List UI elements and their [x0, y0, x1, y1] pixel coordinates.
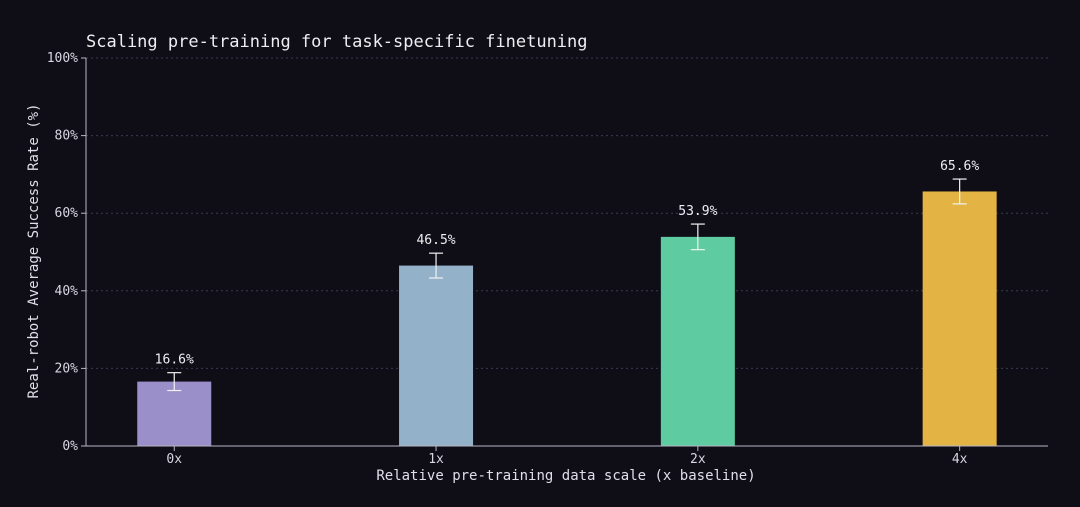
y-tick-label: 40% — [55, 284, 79, 299]
y-axis-label: Real-robot Average Success Rate (%) — [26, 103, 42, 398]
x-tick-label-4x: 4x — [952, 452, 968, 467]
bar-1x — [399, 265, 474, 446]
x-tick-label-0x: 0x — [166, 452, 182, 467]
grid-lines — [86, 57, 1048, 369]
y-tick-label: 20% — [55, 361, 79, 376]
value-label-4x: 65.6% — [940, 159, 979, 174]
x-tick-label-1x: 1x — [428, 452, 444, 467]
bar-2x — [660, 236, 735, 446]
bar-0x — [137, 381, 212, 446]
chart-title: Scaling pre-training for task-specific f… — [86, 32, 588, 52]
value-label-1x: 46.5% — [416, 233, 455, 248]
y-tick-label: 0% — [62, 439, 78, 454]
y-tick-label: 100% — [47, 51, 78, 66]
x-axis-label: Relative pre-training data scale (x base… — [376, 468, 755, 484]
value-label-0x: 16.6% — [155, 353, 194, 368]
y-tick-label: 80% — [55, 129, 79, 144]
value-label-2x: 53.9% — [678, 204, 717, 219]
axes: 0% 20% 40% 60% 80% 100% 0x 1x 2x 4x — [47, 51, 1048, 467]
bar-4x — [922, 191, 997, 446]
bars: 16.6% 46.5% 53.9% 65.6% — [137, 159, 997, 446]
y-tick-label: 60% — [55, 206, 79, 221]
x-tick-label-2x: 2x — [690, 452, 706, 467]
